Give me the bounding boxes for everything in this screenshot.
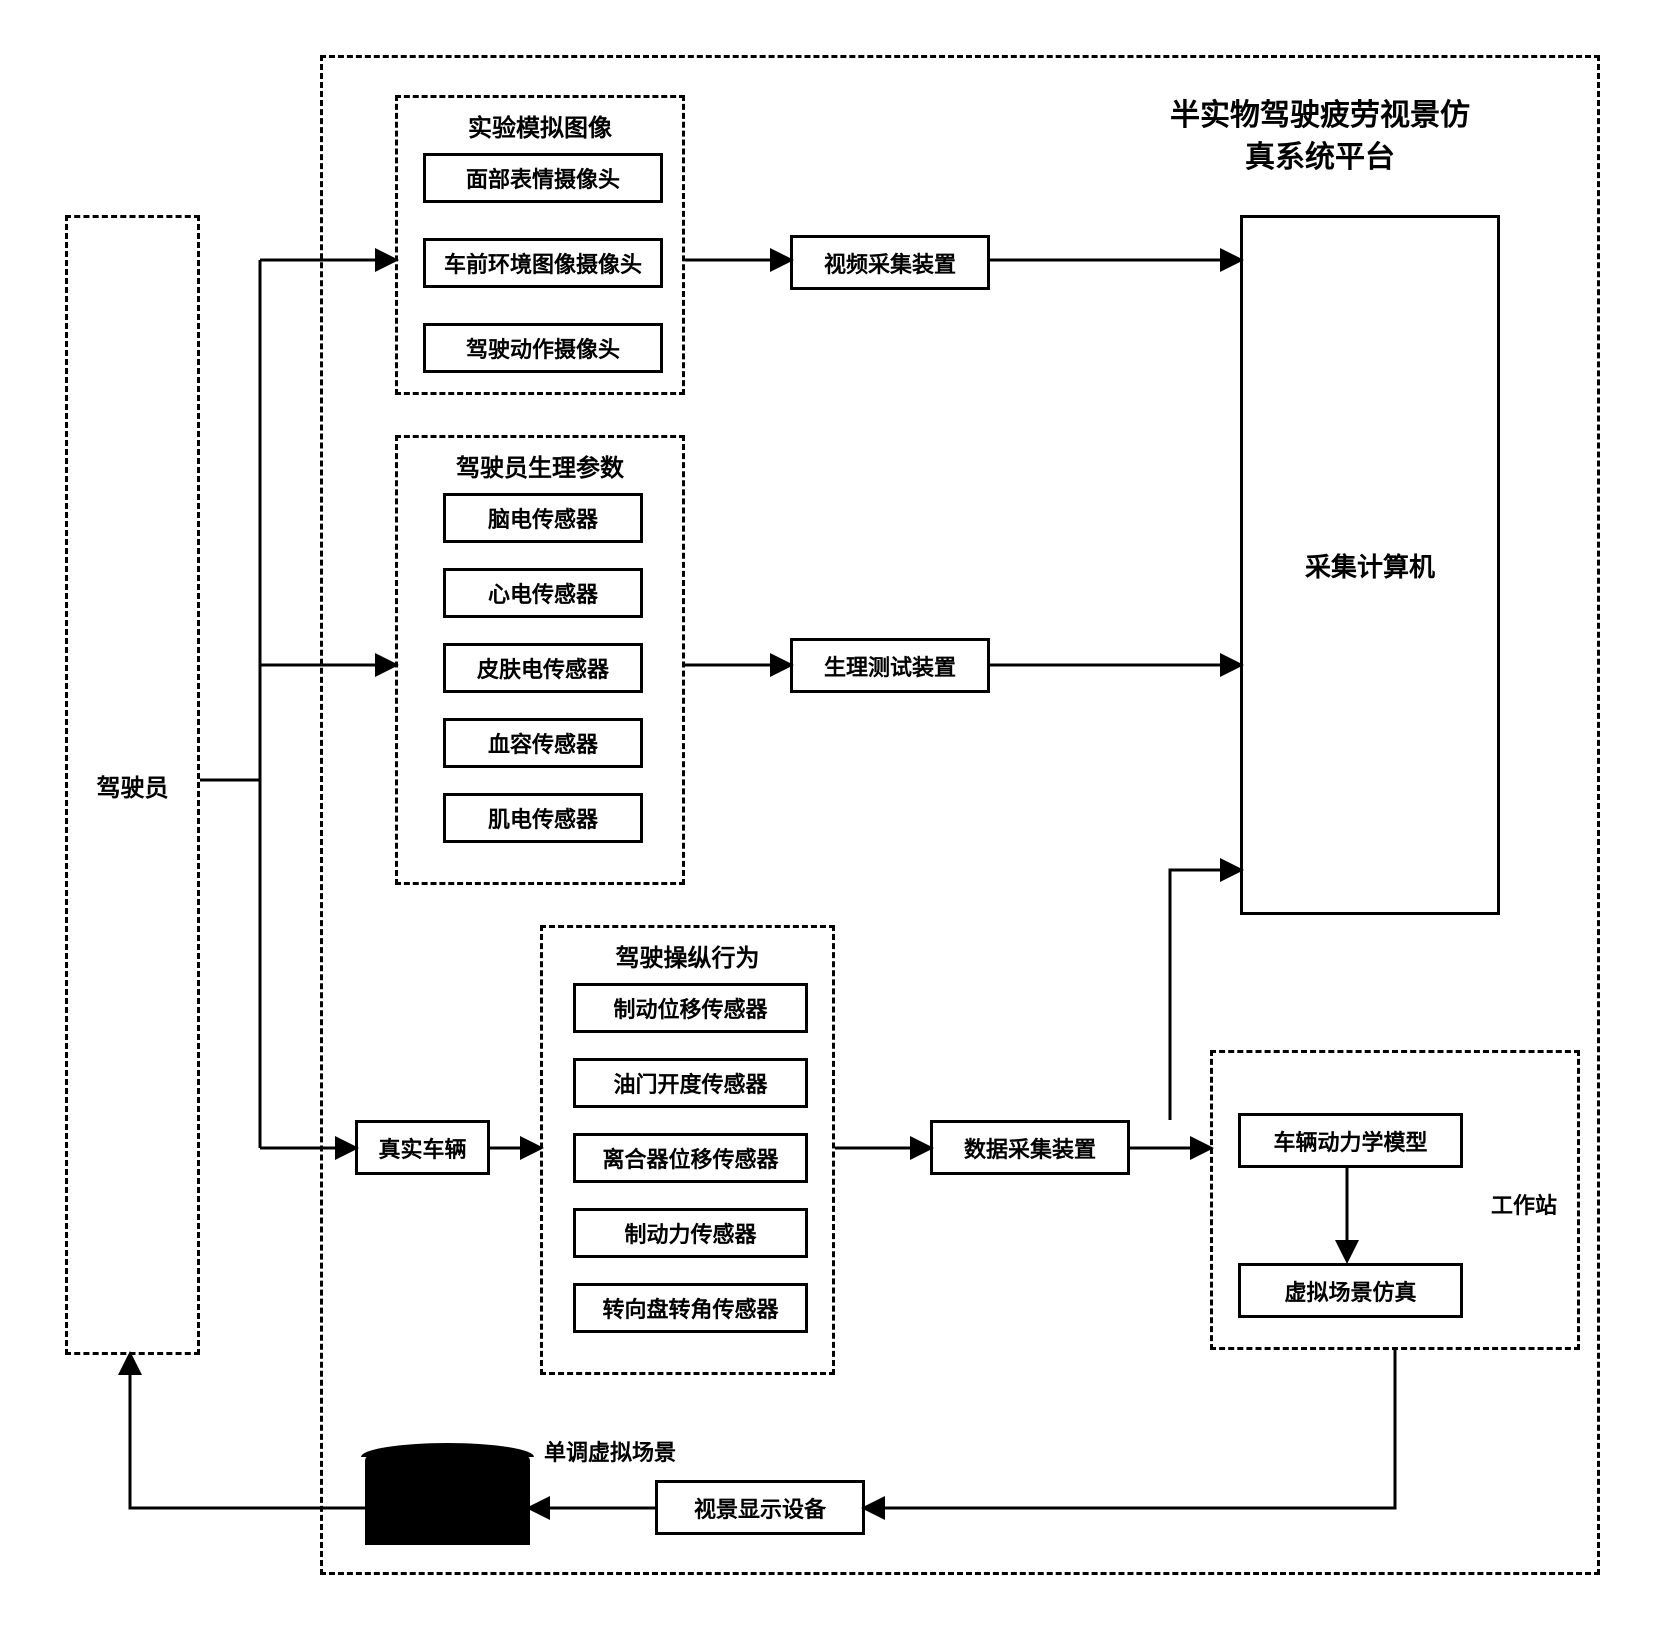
driver-label: 驾驶员 xyxy=(97,768,169,803)
group-images-title: 实验模拟图像 xyxy=(398,108,682,143)
collect-pc-box: 采集计算机 xyxy=(1240,215,1500,915)
group-physio-item-2: 皮肤电传感器 xyxy=(443,643,643,693)
workstation-dyn-model: 车辆动力学模型 xyxy=(1238,1113,1463,1168)
monitor-icon xyxy=(365,1455,530,1545)
video-capture-box: 视频采集装置 xyxy=(790,235,990,290)
group-images: 实验模拟图像 面部表情摄像头 车前环境图像摄像头 驾驶动作摄像头 xyxy=(395,95,685,395)
driver-box: 驾驶员 xyxy=(65,215,200,1355)
real-vehicle-box: 真实车辆 xyxy=(355,1120,490,1175)
scene-label: 单调虚拟场景 xyxy=(540,1435,680,1467)
group-physio-item-0: 脑电传感器 xyxy=(443,493,643,543)
group-physio-item-3: 血容传感器 xyxy=(443,718,643,768)
group-physio-item-4: 肌电传感器 xyxy=(443,793,643,843)
group-behavior-item-1: 油门开度传感器 xyxy=(573,1058,808,1108)
workstation-label: 工作站 xyxy=(1491,1188,1557,1220)
group-physio-title: 驾驶员生理参数 xyxy=(398,448,682,483)
workstation-scene-sim: 虚拟场景仿真 xyxy=(1238,1263,1463,1318)
group-physio: 驾驶员生理参数 脑电传感器 心电传感器 皮肤电传感器 血容传感器 肌电传感器 xyxy=(395,435,685,885)
data-capture-box: 数据采集装置 xyxy=(930,1120,1130,1175)
group-behavior-item-3: 制动力传感器 xyxy=(573,1208,808,1258)
group-behavior-item-0: 制动位移传感器 xyxy=(573,983,808,1033)
group-behavior-item-4: 转向盘转角传感器 xyxy=(573,1283,808,1333)
group-images-item-0: 面部表情摄像头 xyxy=(423,153,663,203)
platform-title: 半实物驾驶疲劳视景仿真系统平台 xyxy=(1130,95,1510,179)
group-physio-item-1: 心电传感器 xyxy=(443,568,643,618)
display-device-box: 视景显示设备 xyxy=(655,1480,865,1535)
group-images-item-2: 驾驶动作摄像头 xyxy=(423,323,663,373)
group-behavior-item-2: 离合器位移传感器 xyxy=(573,1133,808,1183)
group-behavior-title: 驾驶操纵行为 xyxy=(543,938,832,973)
diagram-canvas: 半实物驾驶疲劳视景仿真系统平台 驾驶员 实验模拟图像 面部表情摄像头 车前环境图… xyxy=(20,20,1640,1616)
physio-test-box: 生理测试装置 xyxy=(790,638,990,693)
workstation-box: 车辆动力学模型 虚拟场景仿真 工作站 xyxy=(1210,1050,1580,1350)
group-behavior: 驾驶操纵行为 制动位移传感器 油门开度传感器 离合器位移传感器 制动力传感器 转… xyxy=(540,925,835,1375)
group-images-item-1: 车前环境图像摄像头 xyxy=(423,238,663,288)
